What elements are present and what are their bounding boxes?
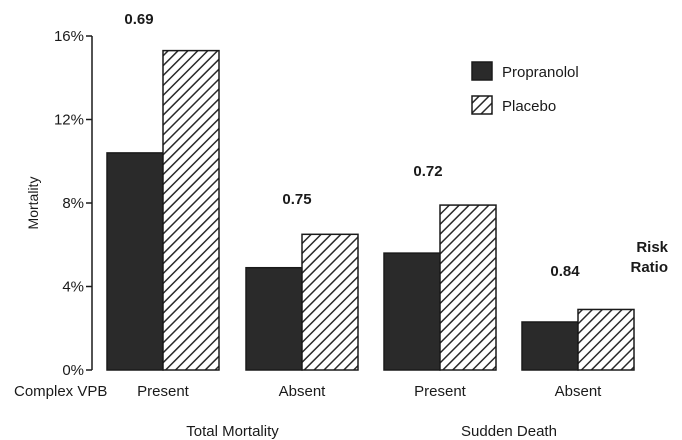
category-label: Present [414,383,467,400]
y-tick-label: 8% [62,195,84,212]
row-label: Complex VPB [14,383,107,400]
y-tick-label: 4% [62,279,84,296]
risk-ratio-value: 0.72 [413,163,442,180]
group-label: Sudden Death [461,423,557,440]
legend: Propranolol Placebo [471,61,579,115]
risk-ratio-value: 0.84 [550,263,580,280]
bar-placebo [301,233,359,371]
labels: Present Absent Present Absent Complex VPB Tot… [14,11,669,440]
bar-propranolol [245,266,303,371]
bar-placebo [577,308,635,371]
legend-label: Propranolol [502,64,579,81]
y-tick-label: 16% [54,28,84,45]
bar-propranolol [106,152,164,371]
bars [106,49,635,371]
y-tick-label: 0% [62,362,84,379]
category-label: Present [137,383,190,400]
risk-ratio-title: Risk Ratio [631,239,669,276]
group-label: Total Mortality [186,423,279,440]
legend-swatch-placebo [471,95,493,115]
y-axis-label: Mortality [25,177,41,230]
risk-ratio-value: 0.75 [282,191,311,208]
bar-propranolol [521,321,579,371]
legend-swatch-propranolol [471,61,493,81]
risk-ratio-value: 0.69 [124,11,153,28]
y-tick-label: 12% [54,112,84,129]
y-axis: 0% 4% 8% 12% 16% Mortality [25,28,93,379]
category-label: Absent [555,383,603,400]
bar-placebo [439,204,497,371]
bar-propranolol [383,252,441,371]
category-label: Absent [279,383,327,400]
bar-placebo [162,49,220,371]
legend-label: Placebo [502,98,556,115]
